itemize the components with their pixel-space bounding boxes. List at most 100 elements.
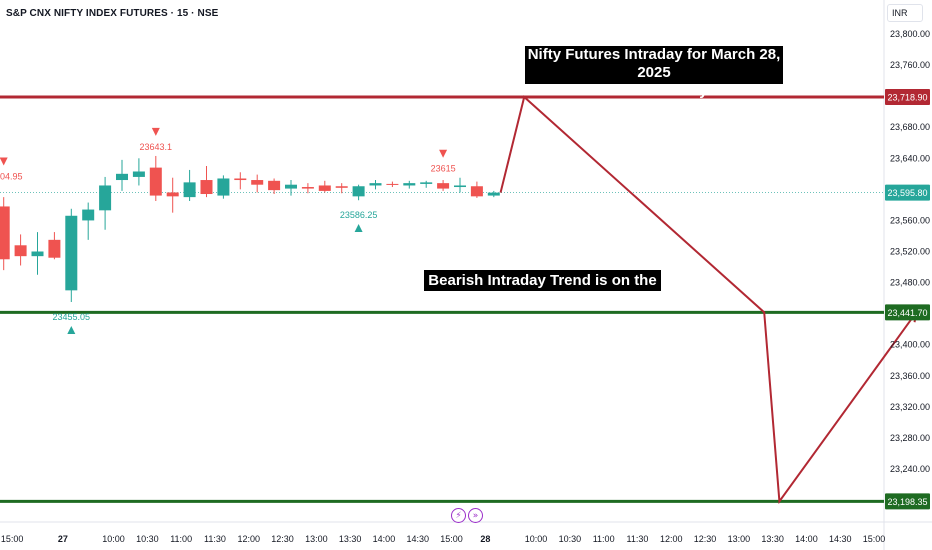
candle-body: [352, 186, 365, 197]
candle: [268, 178, 281, 195]
support-2-price-badge-bg: [885, 493, 930, 510]
low-label: 23455.05: [53, 312, 91, 322]
high-arrow-icon: [439, 149, 448, 158]
candle: [285, 180, 297, 196]
candle: [14, 234, 27, 266]
x-tick-label: 28: [480, 534, 490, 544]
candle-body: [166, 192, 179, 197]
candle-body: [437, 183, 450, 189]
x-tick-label: 11:30: [204, 534, 226, 544]
y-tick-label: 23,560.00: [890, 215, 930, 225]
y-tick-label: 23,400.00: [890, 340, 930, 350]
x-tick-label: 13:30: [339, 534, 362, 544]
low-arrow-icon: [67, 325, 76, 334]
support-1-price-badge-bg: [885, 304, 930, 321]
resistance-price-badge-text: 23,718.90: [887, 92, 927, 102]
candle-body: [132, 171, 145, 177]
candle-body: [386, 183, 399, 185]
chart-title: S&P CNX NIFTY INDEX FUTURES · 15 · NSE: [6, 8, 219, 19]
high-arrow-icon: [151, 127, 160, 136]
candle: [31, 232, 44, 275]
x-tick-label: 15:00: [1, 534, 24, 544]
high-marker: 23615: [431, 149, 456, 174]
y-tick-label: 23,240.00: [890, 464, 930, 474]
candle-body: [487, 192, 500, 196]
currency-selector[interactable]: INR: [887, 4, 923, 22]
candle: [470, 181, 483, 198]
candle: [369, 180, 382, 190]
headline-annotation: Nifty Futures Intraday for March 28, 202…: [525, 46, 783, 99]
y-tick-label: 23,360.00: [890, 371, 930, 381]
candle-body: [403, 183, 416, 186]
y-tick-label: 23,280.00: [890, 433, 930, 443]
low-marker: 23455.05: [53, 312, 91, 334]
support-2-price-badge-text: 23,198.35: [887, 497, 927, 507]
candle: [48, 232, 61, 260]
x-tick-label: 11:00: [170, 534, 192, 544]
candle-body: [149, 167, 162, 196]
candle-body: [31, 251, 44, 257]
candle-body: [420, 182, 433, 184]
y-tick-label: 23,520.00: [890, 247, 930, 257]
projection-path: [499, 95, 918, 505]
candle: [183, 169, 196, 202]
candle-body: [454, 185, 466, 188]
support-1-price-badge-text: 23,441.70: [887, 308, 927, 318]
current-price-badge-bg: [885, 184, 930, 201]
candle: [454, 177, 466, 193]
candle: [251, 174, 264, 193]
y-tick-label: 23,640.00: [890, 153, 930, 163]
candle-body: [268, 180, 281, 191]
candle: [166, 177, 179, 213]
y-tick-label: 23,760.00: [890, 60, 930, 70]
x-tick-label: 14:30: [829, 534, 852, 544]
support-1-price-badge: 23,441.70: [885, 304, 930, 321]
candle: [335, 183, 348, 194]
x-tick-label: 15:00: [863, 534, 886, 544]
high-marker: 04.95: [0, 157, 23, 182]
x-tick-label: 10:30: [136, 534, 159, 544]
resistance-price-badge: 23,718.90: [885, 88, 930, 105]
x-tick-label: 15:00: [440, 534, 463, 544]
x-tick-label: 12:30: [271, 534, 294, 544]
high-arrow-icon: [0, 157, 8, 166]
candle-body: [301, 187, 314, 189]
candle: [82, 202, 95, 240]
candle-body: [285, 184, 297, 189]
candle-body: [48, 239, 61, 258]
candle: [132, 158, 145, 186]
candle: [437, 180, 450, 191]
low-marker: 23586.25: [340, 210, 377, 233]
x-tick-label: 14:00: [373, 534, 396, 544]
y-tick-label: 23,680.00: [890, 122, 930, 132]
y-tick-label: 23,480.00: [890, 278, 930, 288]
resistance-price-badge-bg: [885, 88, 930, 105]
candle: [386, 181, 399, 188]
candle: [99, 176, 112, 230]
headline-line-1: Nifty Futures Intraday for March 28, 202…: [527, 46, 781, 81]
x-tick-label: 11:30: [627, 534, 649, 544]
x-tick-label: 13:00: [305, 534, 328, 544]
candle-body: [234, 178, 247, 181]
candle: [420, 180, 433, 188]
candle: [0, 197, 10, 271]
candle-body: [369, 183, 382, 186]
candle: [149, 155, 162, 202]
candle-body: [335, 186, 348, 188]
current-price-badge: 23,595.80: [885, 184, 930, 201]
current-price-badge-text: 23,595.80: [887, 188, 927, 198]
candle: [352, 184, 365, 201]
candle: [487, 190, 500, 198]
high-label: 23643.1: [140, 142, 173, 152]
high-label: 04.95: [0, 172, 23, 182]
x-tick-label: 14:30: [406, 534, 429, 544]
candle: [403, 180, 416, 189]
x-tick-label: 10:00: [525, 534, 548, 544]
lightning-icon[interactable]: ⚡: [451, 508, 466, 523]
high-label: 23615: [431, 164, 456, 174]
candle-body: [470, 186, 483, 197]
fast-forward-icon[interactable]: »: [468, 508, 483, 523]
candle-body: [183, 182, 196, 198]
candle-body: [14, 245, 27, 257]
